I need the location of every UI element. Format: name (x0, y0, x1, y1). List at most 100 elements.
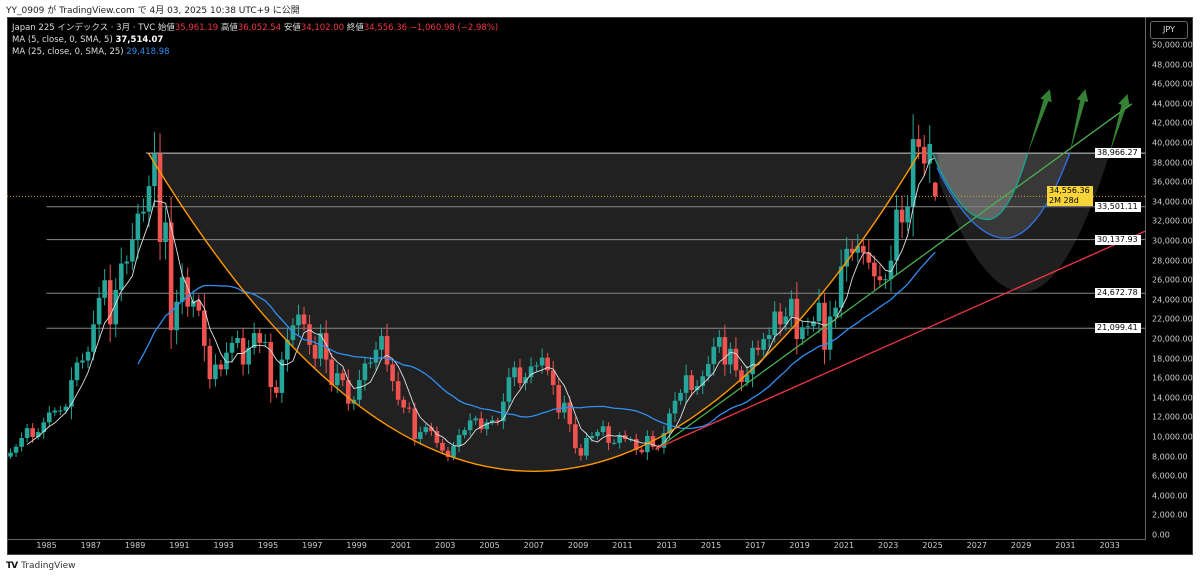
candle (362, 363, 368, 381)
candle (883, 279, 888, 281)
candle (285, 339, 290, 360)
candle (445, 450, 451, 457)
candle (611, 442, 617, 444)
low-value: 34,102.00 (300, 23, 345, 33)
candle (395, 381, 401, 400)
candle (69, 380, 74, 407)
y-tick-label: 6,000.00 (1152, 471, 1188, 481)
y-tick-label: 16,000.00 (1152, 373, 1193, 383)
ma25-legend-row[interactable]: MA (25, close, 0, SMA, 25) 29,418.98 (12, 46, 498, 58)
candle (417, 432, 423, 439)
x-tick-label: 2005 (479, 541, 500, 550)
candle (606, 426, 611, 443)
candle (838, 266, 844, 308)
candle (91, 324, 96, 352)
candle (789, 298, 794, 317)
ma5-legend-row[interactable]: MA (5, close, 0, SMA, 5) 37,514.07 (12, 34, 498, 46)
y-tick-label: 36,000.00 (1152, 177, 1193, 187)
candle (506, 377, 512, 402)
candle (694, 386, 700, 390)
candle (268, 341, 274, 388)
candle (30, 428, 35, 437)
candle (118, 263, 124, 290)
price-level-label: 21,099.41 (1095, 323, 1141, 334)
bowl-fill (148, 153, 920, 472)
x-tick-label: 2019 (789, 541, 810, 550)
candle (899, 209, 905, 223)
candle (124, 261, 130, 264)
candle (794, 298, 800, 339)
candle (755, 347, 761, 350)
symbol-title[interactable]: Japan 225 インデックス · 3月 · TVC (12, 23, 156, 33)
price-level-label: 30,137.93 (1095, 234, 1141, 245)
projection-fill (932, 153, 1028, 220)
candle (274, 387, 279, 393)
x-tick-label: 2009 (567, 541, 589, 550)
ma5-line (26, 157, 936, 447)
candle (523, 377, 528, 384)
ma5-value: 37,514.07 (115, 35, 164, 45)
y-tick-label: 30,000.00 (1152, 236, 1193, 246)
candle (910, 139, 916, 207)
candle (141, 211, 146, 214)
x-tick-label: 2011 (612, 541, 633, 550)
x-tick-label: 2023 (878, 541, 899, 550)
y-tick-label: 26,000.00 (1152, 275, 1193, 285)
candle (722, 337, 728, 365)
x-tick-label: 2027 (966, 541, 987, 550)
candle (251, 333, 257, 348)
candle (102, 280, 107, 298)
candle (434, 431, 440, 443)
candle (179, 277, 185, 302)
chart-legend: Japan 225 インデックス · 3月 · TVC 始値35,961.19 … (12, 22, 498, 58)
projection-curve (931, 152, 1029, 221)
candle (58, 410, 63, 412)
candle (761, 339, 766, 350)
price-level-label: 24,672.78 (1095, 288, 1141, 299)
candle (451, 445, 456, 457)
candle (932, 182, 938, 197)
y-tick-label: 50,000.00 (1152, 40, 1193, 50)
candle (573, 424, 578, 449)
candle (916, 139, 921, 147)
candle (312, 344, 318, 359)
candle (19, 437, 24, 447)
y-tick-label: 28,000.00 (1152, 256, 1193, 266)
candle (80, 360, 85, 363)
symbol-legend-row: Japan 225 インデックス · 3月 · TVC 始値35,961.19 … (12, 22, 498, 34)
candle (8, 452, 13, 457)
candle (567, 402, 573, 425)
candle (717, 337, 722, 347)
candle (379, 336, 384, 350)
price-plot[interactable] (7, 17, 1145, 539)
candle (301, 314, 307, 325)
candle (595, 432, 600, 437)
candle (440, 442, 445, 451)
candle (578, 448, 584, 456)
candle (357, 380, 362, 400)
candle (495, 420, 501, 422)
candle (550, 370, 556, 386)
x-tick-label: 2025 (922, 541, 943, 550)
candle (334, 373, 340, 386)
candle (13, 446, 19, 453)
y-tick-label: 38,000.00 (1152, 158, 1193, 168)
up-arrow-icon (1027, 89, 1052, 154)
y-tick-label: 0.00 (1152, 530, 1170, 540)
candle (146, 186, 152, 212)
y-tick-label: 46,000.00 (1152, 79, 1193, 89)
candle (373, 349, 379, 363)
candle (617, 435, 622, 443)
candle (639, 449, 645, 453)
currency-button[interactable]: JPY (1150, 21, 1188, 39)
x-tick-label: 2017 (745, 541, 766, 550)
y-tick-label: 48,000.00 (1152, 60, 1193, 70)
candle (462, 430, 467, 436)
candle (429, 427, 434, 432)
x-tick-label: 1985 (36, 541, 57, 550)
candle (744, 374, 750, 383)
candle (224, 352, 229, 370)
candle (661, 433, 667, 448)
y-tick-label: 10,000.00 (1152, 432, 1193, 442)
candle (705, 363, 711, 377)
